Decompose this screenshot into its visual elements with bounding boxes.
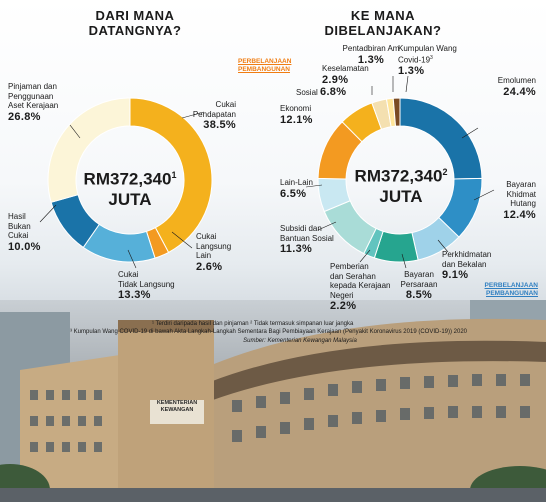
label-emolumen: Emolumen 24.4%: [497, 76, 536, 98]
footnote-1-2: ¹ Terdiri daripada hasil dan pinjaman ² …: [152, 321, 354, 327]
income-slice-pinjaman-dan-penggunaan-aset-kerajaan: [47, 97, 131, 203]
label-perkhidmatan: Perkhidmatan dan Bekalan 9.1%: [442, 250, 492, 281]
tag-perbelanjaan-pembangunan-bottom: PERBELANJAAN PEMBANGUNAN: [484, 282, 538, 297]
leader-cukai-langsung-lain: [171, 231, 193, 249]
label-cukai-pendapatan: Cukai Pendapatan 38.5%: [192, 100, 236, 131]
ministry-building-illustration: [0, 300, 546, 502]
label-pemberian: Pemberian dan Serahan kepada Kerajaan Ne…: [330, 262, 391, 312]
label-cukai-tidak-langsung: Cukai Tidak Langsung 13.3%: [118, 270, 175, 301]
label-hasil-bukan-cukai: Hasil Bukan Cukai 10.0%: [8, 212, 41, 253]
leader-khidmat-hutang: [473, 189, 495, 201]
label-subsidi: Subsidi dan Bantuan Sosial 11.3%: [280, 224, 334, 255]
left-center-total: RM372,3401 JUTA: [70, 165, 190, 210]
label-pentadbiran-am: Pentadbiran Am 1.3%: [342, 44, 400, 66]
label-keselamatan: Keselamatan 2.9%: [322, 64, 369, 86]
label-bayaran-persaraan: Bayaran Persaraan 8.5%: [400, 270, 438, 301]
right-heading: KE MANA DIBELANJAKAN?: [308, 8, 458, 38]
building-sign: KEMENTERIAN KEWANGAN: [156, 400, 198, 413]
leader-cukai-pendapatan: [181, 111, 205, 119]
right-heading-line2: DIBELANJAKAN?: [324, 23, 442, 38]
right-center-total: RM372,3402 JUTA: [346, 162, 456, 207]
left-heading-line1: DARI MANA: [95, 8, 175, 23]
left-heading-line2: DATANGNYA?: [88, 23, 182, 38]
right-heading-line1: KE MANA: [350, 8, 416, 23]
leader-cukai-tidak-langsung: [127, 249, 137, 269]
leader-subsidi: [317, 221, 337, 231]
expenditure-donut-chart: [317, 97, 483, 263]
donut-charts: [39, 75, 495, 269]
label-lain-lain: Lain-Lain 6.5%: [280, 178, 313, 200]
income-donut-chart: [47, 97, 213, 263]
left-total-amount: RM372,3401: [83, 169, 177, 189]
leader-emolumen: [461, 127, 479, 139]
left-total-unit: JUTA: [108, 189, 152, 209]
footnote-3: ³ Kumpulan Wang COVID-19 di bawah Akta L…: [70, 329, 467, 335]
leader-kwc: [405, 75, 409, 93]
tag-perbelanjaan-pembangunan-top: PERBELANJAAN PEMBANGUNAN: [238, 58, 292, 73]
right-total-amount: RM372,3402: [354, 166, 448, 186]
leader-pemberian: [359, 249, 371, 263]
expenditure-slice-kumpulan-wang-covid-19: [392, 97, 401, 127]
label-kwc: Kumpulan Wang Covid-193 1.3%: [398, 44, 457, 77]
label-bayaran-khidmat-hutang: Bayaran Khidmat Hutang 12.4%: [503, 180, 536, 221]
label-sosial: Sosial 6.8%: [296, 86, 347, 98]
label-ekonomi: Ekonomi 12.1%: [280, 104, 313, 126]
label-cukai-langsung-lain: Cukai Langsung Lain 2.6%: [196, 232, 232, 273]
leader-perkhidmatan: [437, 239, 449, 253]
source-note: Sumber: Kementerian Kewangan Malaysia: [243, 338, 357, 344]
leader-pinjaman: [69, 124, 81, 139]
label-pinjaman: Pinjaman dan Penggunaan Aset Kerajaan 26…: [8, 82, 59, 123]
left-heading: DARI MANA DATANGNYA?: [60, 8, 210, 38]
leader-lain-lain: [305, 184, 323, 188]
leader-lines: [39, 75, 495, 269]
income-slice-cukai-pendapatan: [129, 97, 213, 254]
leader-bayaran-persaraan: [401, 253, 407, 269]
right-total-unit: JUTA: [379, 186, 423, 206]
leader-hasil-bukan-cukai: [39, 204, 57, 223]
